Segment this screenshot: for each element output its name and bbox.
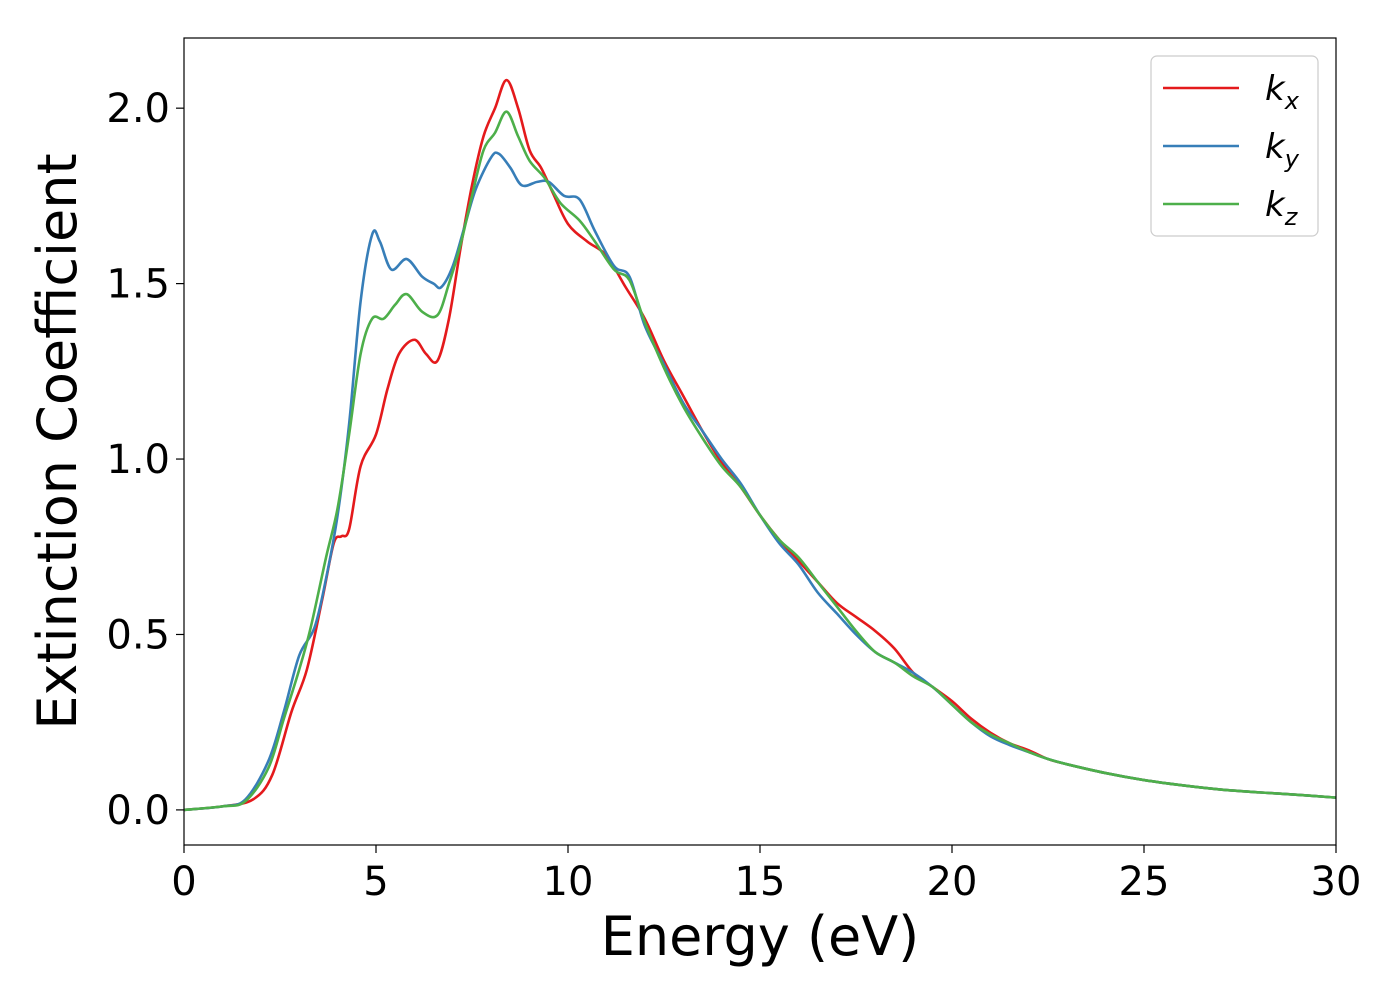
y-axis-title: Extinction Coefficient <box>26 153 89 729</box>
x-axis-title: Energy (eV) <box>601 905 920 968</box>
legend-label-subscript: x <box>1284 87 1300 115</box>
y-tick-label: 1.0 <box>106 437 170 483</box>
x-tick-label: 5 <box>363 859 388 905</box>
x-tick-label: 0 <box>171 859 196 905</box>
x-tick-label: 25 <box>1119 859 1170 905</box>
legend-label-subscript: z <box>1284 203 1299 231</box>
legend-label-base: k <box>1265 69 1286 109</box>
series-line-kz <box>183 110 1337 812</box>
legend-label-kz: kz <box>1265 185 1299 231</box>
y-tick-label: 1.5 <box>106 262 170 308</box>
y-tick-label: 0.5 <box>106 612 170 658</box>
legend-label-base: k <box>1265 127 1286 167</box>
legend-label-ky: ky <box>1265 127 1300 173</box>
ticks-layer: 0 5 10 15 20 25 30 0.0 0.5 1.0 1.5 2.0 <box>106 86 1361 905</box>
legend-label-subscript: y <box>1284 145 1300 173</box>
x-tick-label: 15 <box>735 859 786 905</box>
y-tick-label: 2.0 <box>106 86 170 132</box>
legend-label-kx: kx <box>1265 69 1300 115</box>
legend-label-base: k <box>1265 185 1286 225</box>
x-tick-label: 20 <box>927 859 978 905</box>
x-tick-label: 30 <box>1311 859 1362 905</box>
y-tick-label: 0.0 <box>106 788 170 834</box>
x-tick-label: 10 <box>543 859 594 905</box>
series-line-ky <box>183 151 1337 812</box>
series-layer <box>183 78 1337 812</box>
